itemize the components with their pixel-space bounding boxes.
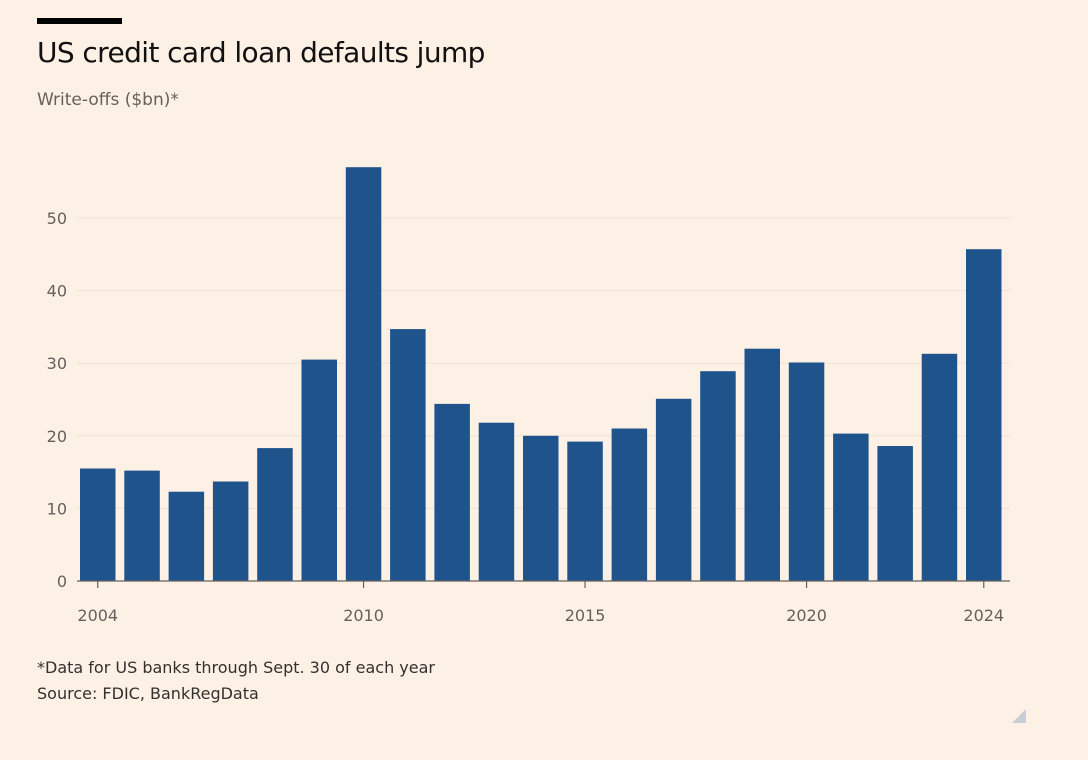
y-tick-label: 10 xyxy=(47,499,67,518)
bar-2023 xyxy=(921,353,958,581)
y-tick-label: 20 xyxy=(47,427,67,446)
resize-corner-icon[interactable] xyxy=(1012,709,1026,723)
bar-2011 xyxy=(390,329,426,581)
bar-2010 xyxy=(345,167,382,581)
chart-subtitle: Write-offs ($bn)* xyxy=(37,90,179,110)
x-tick-label: 2010 xyxy=(343,606,384,625)
bar-2012 xyxy=(434,403,470,581)
y-tick-label: 40 xyxy=(47,282,67,301)
bar-2015 xyxy=(567,441,603,581)
bar-2014 xyxy=(523,435,559,581)
bar-2016 xyxy=(611,428,648,581)
bar-2007 xyxy=(212,481,249,581)
bar-2005 xyxy=(124,470,160,581)
x-tick-label: 2004 xyxy=(77,606,118,625)
bar-2008 xyxy=(257,448,293,581)
source-note: Source: FDIC, BankRegData xyxy=(37,684,259,703)
bar-2006 xyxy=(168,491,205,581)
bar-2024 xyxy=(966,249,1002,581)
bar-2020 xyxy=(788,362,825,581)
bar-2013 xyxy=(478,422,515,581)
bar-2022 xyxy=(877,446,913,581)
footnote: *Data for US banks through Sept. 30 of e… xyxy=(37,658,435,677)
chart-title: US credit card loan defaults jump xyxy=(37,36,485,69)
y-tick-label: 0 xyxy=(57,572,67,591)
x-tick-label: 2015 xyxy=(565,606,606,625)
x-tick-label: 2024 xyxy=(963,606,1004,625)
y-tick-label: 30 xyxy=(47,354,67,373)
bar-2021 xyxy=(833,433,869,581)
x-tick-label: 2020 xyxy=(786,606,827,625)
bar-2018 xyxy=(700,371,736,581)
bar-2004 xyxy=(80,468,116,581)
axes: 0 10 20 30 40 50 2004 2010 2015 2020 2024 xyxy=(47,209,1010,625)
bar-chart: 0 10 20 30 40 50 2004 2010 2015 2020 2024 xyxy=(47,167,1010,625)
bar-2009 xyxy=(301,359,337,581)
brand-top-rule xyxy=(37,18,122,24)
bar-2017 xyxy=(655,398,692,581)
bars xyxy=(80,167,1002,581)
bar-2019 xyxy=(744,348,780,581)
y-tick-label: 50 xyxy=(47,209,67,228)
